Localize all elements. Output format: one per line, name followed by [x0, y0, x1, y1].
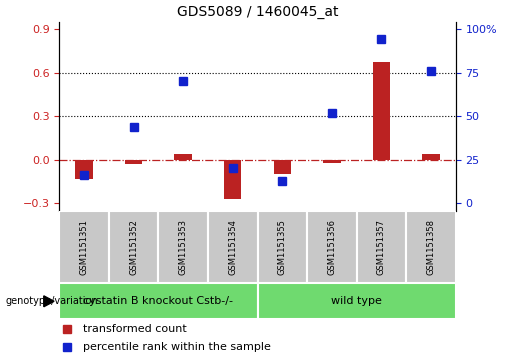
Text: GSM1151351: GSM1151351 — [79, 219, 89, 275]
Text: GSM1151354: GSM1151354 — [228, 219, 237, 275]
Bar — [373, 62, 390, 160]
Bar — [208, 211, 258, 283]
Bar — [59, 211, 109, 283]
Text: GSM1151352: GSM1151352 — [129, 219, 138, 275]
Text: GSM1151358: GSM1151358 — [426, 219, 436, 275]
Title: GDS5089 / 1460045_at: GDS5089 / 1460045_at — [177, 5, 338, 19]
Bar — [406, 211, 456, 283]
Text: genotype/variation: genotype/variation — [5, 296, 98, 306]
Text: GSM1151353: GSM1151353 — [179, 219, 187, 275]
Bar — [109, 211, 159, 283]
Text: GSM1151355: GSM1151355 — [278, 219, 287, 275]
Text: percentile rank within the sample: percentile rank within the sample — [83, 342, 271, 352]
Bar — [125, 160, 142, 164]
Bar — [159, 211, 208, 283]
Text: GSM1151357: GSM1151357 — [377, 219, 386, 275]
Text: wild type: wild type — [331, 296, 382, 306]
Bar — [273, 160, 291, 174]
Text: cystatin B knockout Cstb-/-: cystatin B knockout Cstb-/- — [83, 296, 233, 306]
Bar — [258, 283, 456, 319]
Bar — [356, 211, 406, 283]
Text: transformed count: transformed count — [83, 323, 187, 334]
Bar — [59, 283, 258, 319]
Bar — [224, 160, 242, 199]
Bar — [323, 160, 340, 163]
Bar — [175, 154, 192, 160]
Bar — [307, 211, 356, 283]
Bar — [75, 160, 93, 179]
Text: GSM1151356: GSM1151356 — [328, 219, 336, 275]
Bar — [258, 211, 307, 283]
Bar — [422, 154, 440, 160]
